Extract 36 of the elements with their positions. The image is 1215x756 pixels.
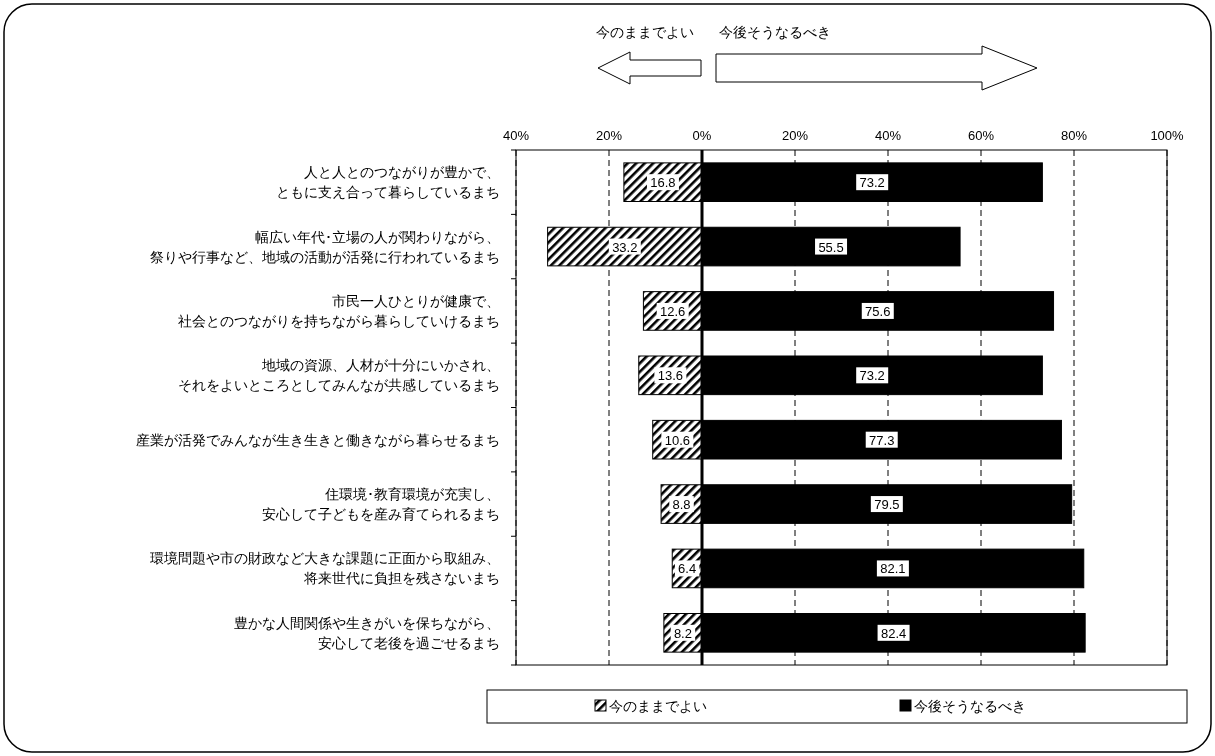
y-tick-label: 幅広い年代･立場の人が関わりながら、祭りや行事など、地域の活動が活発に行われているまち: [150, 228, 500, 265]
data-label: 73.2: [859, 368, 885, 384]
legend-label: 今後そうなるべき: [914, 698, 1026, 714]
data-label: 77.3: [869, 432, 895, 448]
text: 今のままでよい: [596, 24, 694, 40]
y-tick-label: 地域の資源、人材が十分にいかされ、それをよいところとしてみんなが共感しているまち: [178, 357, 500, 394]
data-label: 8.2: [673, 625, 692, 641]
data-label: 79.5: [874, 497, 900, 513]
data-label: 8.8: [672, 497, 691, 513]
data-label: 82.4: [880, 625, 907, 641]
x-tick-label: 0%: [692, 128, 712, 143]
x-tick-label: 80%: [1060, 128, 1088, 143]
legend-label: 今のままでよい: [609, 698, 707, 714]
x-tick-label: 20%: [595, 128, 623, 143]
data-label: 10.6: [664, 432, 691, 448]
data-label: 6.4: [678, 561, 697, 577]
y-tick-label: 市民一人ひとりが健康で、社会とのつながりを持ちながら暮らしていけるまち: [178, 292, 500, 329]
data-label: 33.2: [612, 239, 638, 255]
y-tick-label: 環境問題や市の財政など大きな課題に正面から取組み、将来世代に負担を残さないまち: [150, 550, 500, 587]
data-label: 73.2: [859, 175, 885, 191]
y-tick-label: 人と人とのつながりが豊かで、ともに支え合って暮らしているまち: [276, 164, 500, 201]
y-tick-label: 産業が活発でみんなが生き生きと働きながら暮らせるまち: [136, 431, 500, 448]
x-tick-label: 100%: [1150, 128, 1185, 143]
data-label: 13.6: [657, 368, 684, 384]
data-label: 75.6: [865, 303, 891, 319]
x-tick-label: 40%: [874, 128, 902, 143]
data-label: 16.8: [650, 175, 676, 191]
y-tick-label: 住環境･教育環境が充実し、安心して子どもを産み育てられるまち: [262, 486, 500, 523]
x-tick-label: 60%: [967, 128, 995, 143]
data-label: 55.5: [818, 239, 844, 255]
text: 今後そうなるべき: [719, 24, 831, 40]
data-label: 12.6: [660, 303, 686, 319]
x-tick-label: 20%: [781, 128, 809, 143]
y-tick-label: 豊かな人間関係や生きがいを保ちながら、安心して老後を過ごせるまち: [234, 614, 500, 651]
x-tick-label: 40%: [502, 128, 530, 143]
data-label: 82.1: [880, 561, 906, 577]
